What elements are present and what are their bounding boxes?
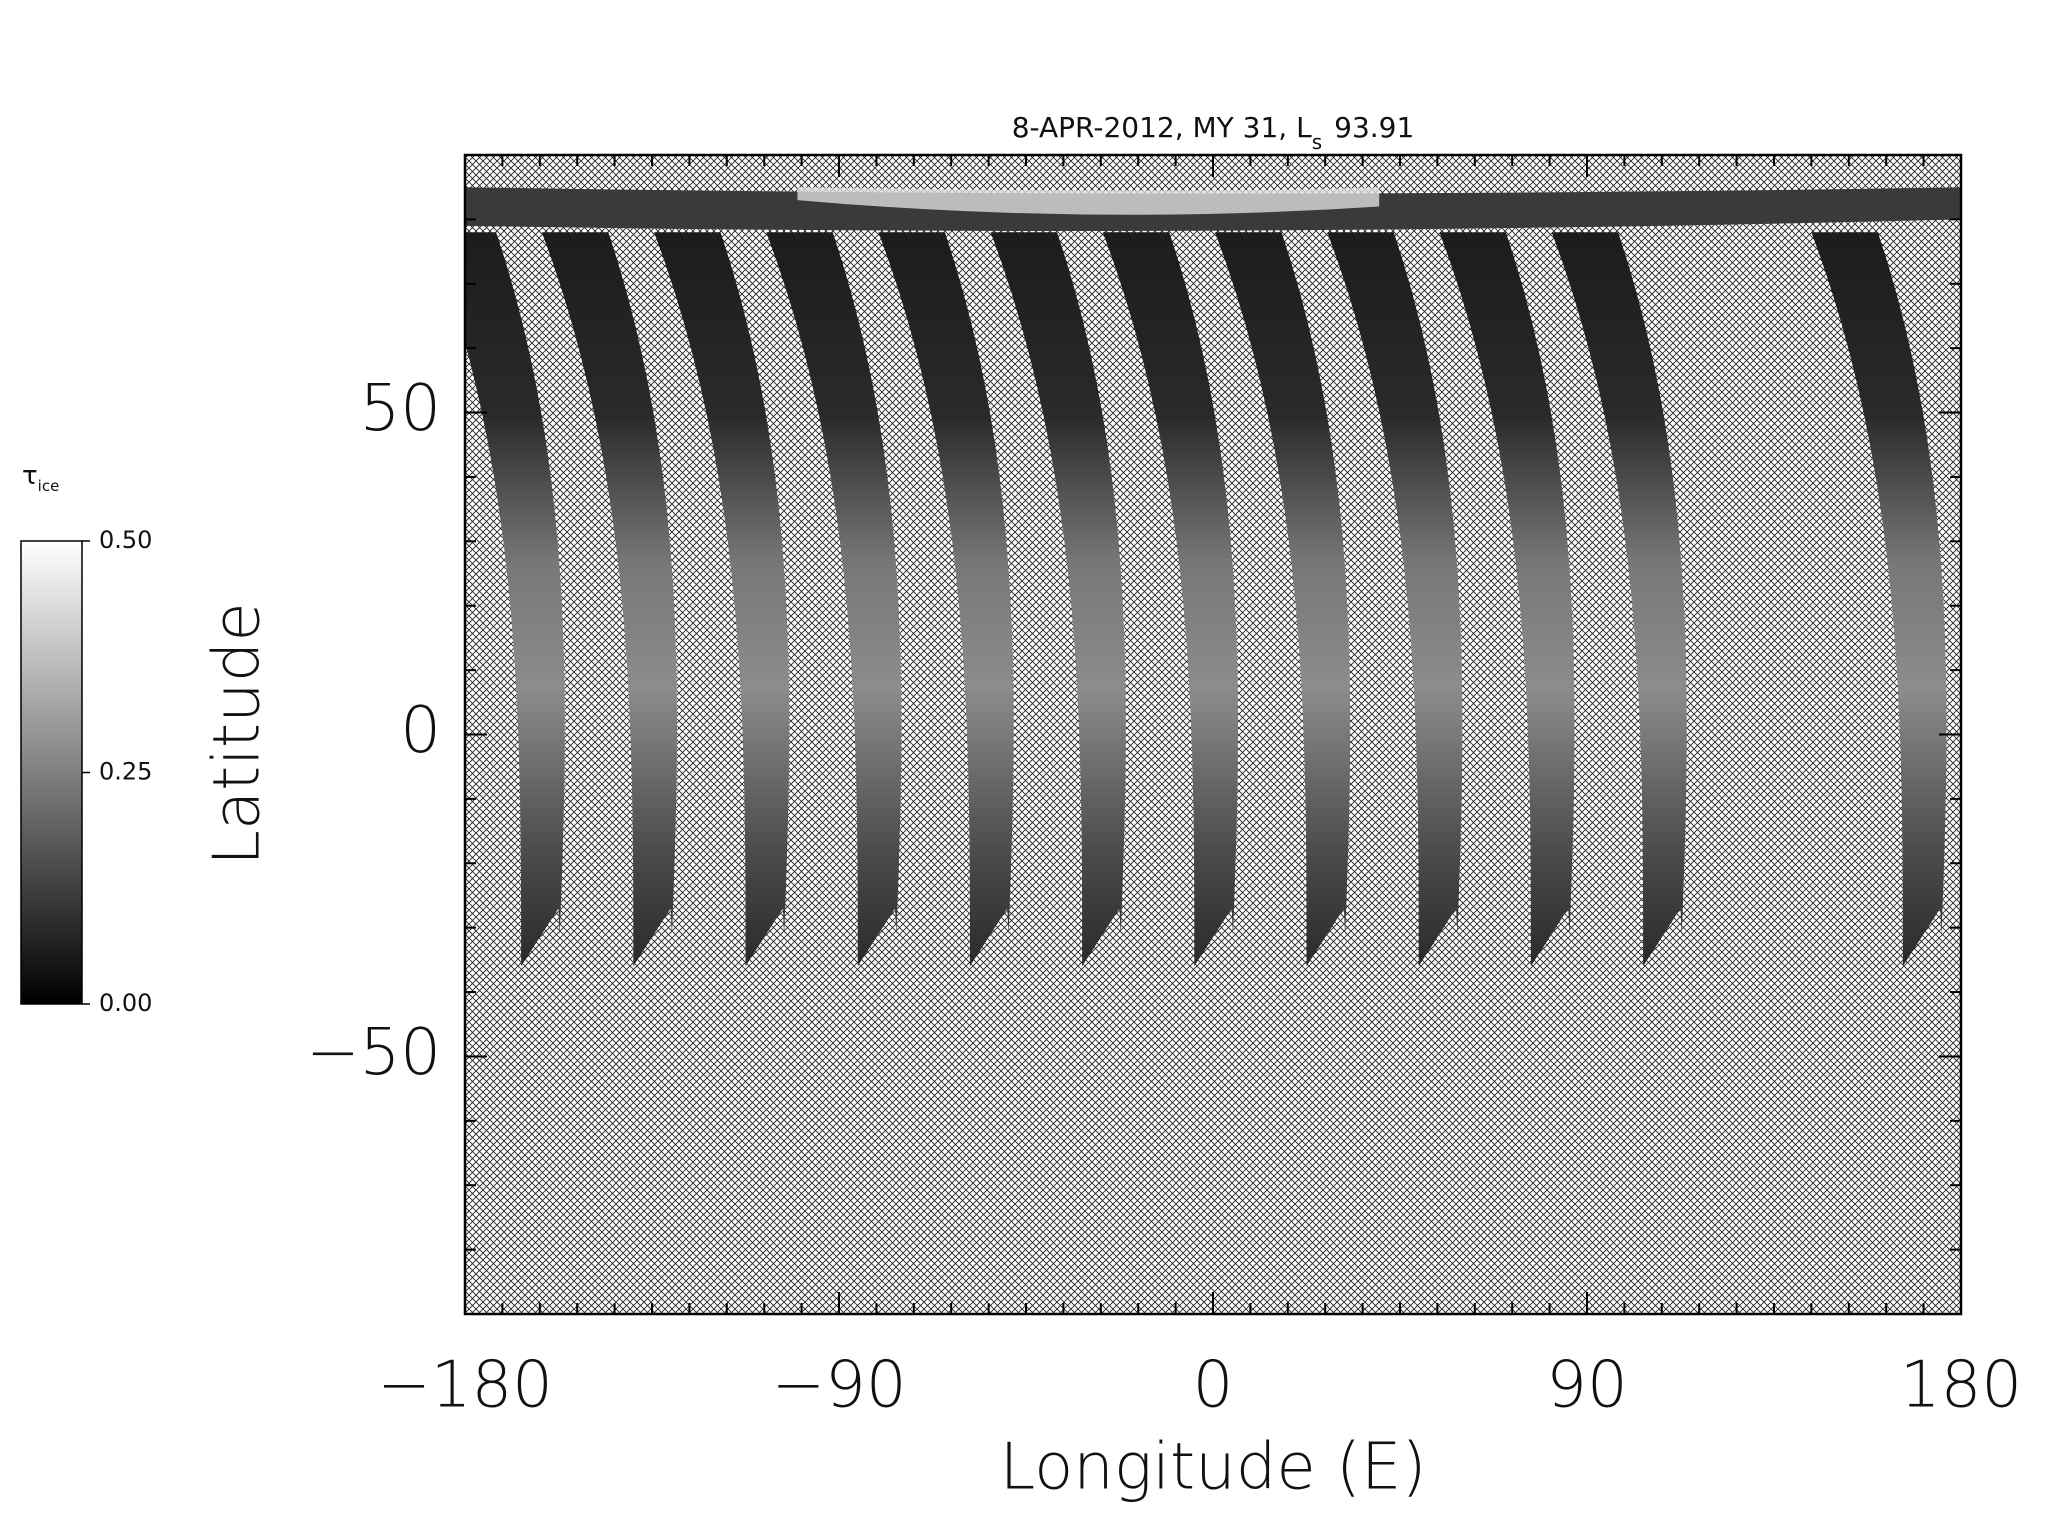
colorbar-subscript: ice bbox=[38, 477, 60, 495]
x-axis-label: Longitude (E) bbox=[1000, 1431, 1427, 1505]
colorbar-symbol: τ bbox=[22, 461, 38, 491]
chart-title: 8-APR-2012, MY 31, Ls 93.91 bbox=[1012, 111, 1415, 154]
x-tick-label: −90 bbox=[771, 1349, 906, 1423]
swath bbox=[654, 232, 790, 967]
title-subscript: s bbox=[1312, 130, 1322, 154]
swaths bbox=[317, 187, 1961, 967]
polar-bright bbox=[797, 187, 1380, 215]
x-tick-label: 180 bbox=[1900, 1349, 2022, 1423]
swath bbox=[1811, 232, 1947, 967]
y-tick-label: 50 bbox=[360, 372, 441, 446]
colorbar-tick-label: 0.00 bbox=[99, 989, 152, 1017]
title-suffix: 93.91 bbox=[1334, 111, 1414, 144]
swath bbox=[1102, 232, 1239, 967]
colorbar-label: τice bbox=[22, 461, 59, 495]
x-tick-label: −180 bbox=[377, 1349, 553, 1423]
y-axis-label: Latitude bbox=[201, 602, 275, 865]
swath bbox=[1439, 232, 1575, 967]
swath bbox=[541, 232, 678, 967]
swath bbox=[317, 232, 452, 966]
colorbar-tick-label: 0.50 bbox=[99, 526, 152, 554]
y-tick-label: 0 bbox=[400, 694, 441, 768]
swath bbox=[766, 232, 902, 967]
colorbar-tick-label: 0.25 bbox=[99, 758, 152, 786]
x-tick-label: 0 bbox=[1193, 1349, 1234, 1423]
swath bbox=[878, 232, 1014, 967]
x-tick-label: 90 bbox=[1546, 1349, 1627, 1423]
y-tick-label: −50 bbox=[306, 1016, 441, 1090]
colorbar bbox=[20, 540, 83, 1005]
swath bbox=[465, 232, 565, 967]
swath bbox=[1327, 232, 1463, 967]
swath bbox=[990, 232, 1126, 967]
swath bbox=[1215, 232, 1351, 967]
title-text: 8-APR-2012, MY 31, L bbox=[1012, 111, 1312, 144]
swath bbox=[1551, 232, 1687, 967]
